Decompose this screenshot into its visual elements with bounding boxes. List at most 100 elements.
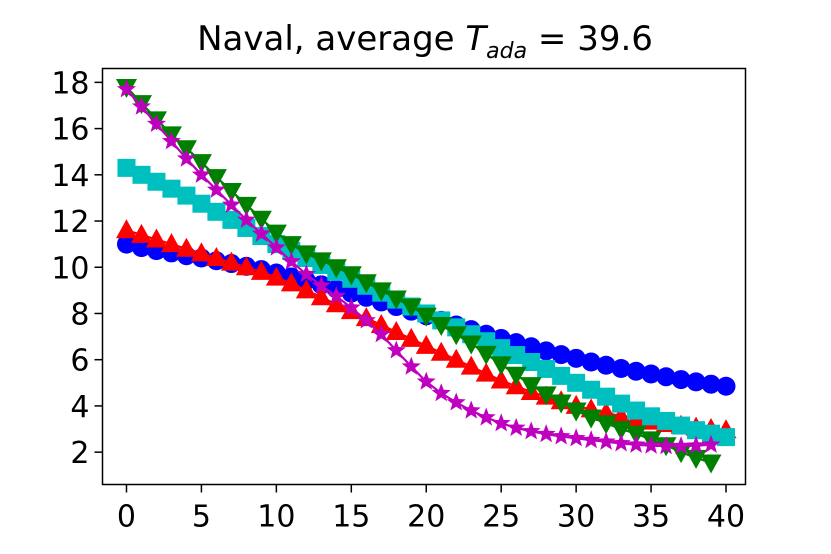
triangle-up-point bbox=[175, 237, 197, 257]
square-point bbox=[222, 210, 241, 229]
triangle-down-point bbox=[430, 317, 452, 337]
triangle-down-point bbox=[265, 224, 287, 244]
triangle-up-point bbox=[160, 233, 182, 253]
star-point bbox=[146, 113, 166, 133]
triangle-down-point bbox=[325, 259, 347, 279]
triangle-up-point bbox=[280, 272, 302, 292]
star-point bbox=[611, 433, 631, 452]
triangle-down-point bbox=[205, 169, 227, 189]
star-point bbox=[116, 79, 136, 98]
square-point bbox=[162, 179, 181, 198]
triangle-up-point bbox=[445, 348, 467, 368]
square-point bbox=[507, 346, 526, 365]
series-triangle-down bbox=[115, 78, 722, 474]
square-point bbox=[177, 186, 196, 205]
y-tick-label: 10 bbox=[51, 251, 89, 286]
square-point bbox=[117, 158, 136, 177]
chart-title: Naval, average Tada = 39.6 bbox=[197, 19, 653, 64]
star-point bbox=[131, 96, 151, 115]
star-point bbox=[686, 435, 706, 454]
square-point bbox=[702, 424, 721, 443]
square-point bbox=[537, 359, 556, 378]
x-tick-label: 25 bbox=[482, 500, 520, 535]
triangle-down-point bbox=[370, 282, 392, 302]
star-point bbox=[476, 407, 496, 426]
x-tick-label: 20 bbox=[407, 500, 445, 535]
triangle-up-point bbox=[490, 369, 512, 389]
square-point bbox=[717, 428, 736, 447]
circle-point bbox=[536, 341, 556, 361]
circle-point bbox=[596, 355, 616, 375]
triangle-down-point bbox=[565, 402, 587, 422]
square-point bbox=[492, 339, 511, 358]
triangle-down-point bbox=[520, 377, 542, 397]
triangle-down-point bbox=[535, 386, 557, 406]
triangle-down-point bbox=[460, 335, 482, 355]
title-subscript: ada bbox=[486, 39, 527, 64]
triangle-up-point bbox=[460, 355, 482, 375]
star-point bbox=[641, 435, 661, 454]
triangle-down-point bbox=[295, 245, 317, 265]
circle-point bbox=[566, 348, 586, 368]
x-axis: 0 5 10 15 20 25 30 35 40 bbox=[117, 484, 745, 535]
star-point bbox=[356, 310, 376, 329]
square-point bbox=[552, 366, 571, 385]
triangle-up-point bbox=[115, 219, 137, 239]
star-point bbox=[581, 430, 601, 449]
star-point bbox=[416, 371, 436, 390]
triangle-up-point bbox=[400, 327, 422, 347]
star-point bbox=[386, 340, 406, 359]
star-point bbox=[251, 223, 271, 242]
circle-point bbox=[656, 367, 676, 387]
star-point bbox=[206, 179, 226, 198]
y-tick-label: 8 bbox=[70, 297, 89, 332]
triangle-up-point bbox=[130, 223, 152, 243]
y-tick-label: 18 bbox=[51, 66, 89, 101]
triangle-down-point bbox=[415, 307, 437, 327]
triangle-up-point bbox=[415, 334, 437, 354]
title-prefix: Naval, average bbox=[197, 19, 465, 59]
square-point bbox=[192, 194, 211, 213]
square-point bbox=[612, 394, 631, 413]
square-point bbox=[627, 401, 646, 420]
square-point bbox=[132, 165, 151, 184]
star-point bbox=[446, 392, 466, 411]
triangle-down-point bbox=[505, 366, 527, 386]
triangle-down-point bbox=[355, 274, 377, 294]
plot-area bbox=[115, 78, 737, 474]
triangle-up-point bbox=[610, 405, 632, 425]
x-tick-label: 40 bbox=[707, 500, 745, 535]
star-point bbox=[191, 164, 211, 183]
star-point bbox=[506, 417, 526, 436]
star-point bbox=[281, 251, 301, 270]
triangle-up-point bbox=[385, 320, 407, 340]
triangle-down-point bbox=[595, 415, 617, 435]
circle-point bbox=[611, 358, 631, 378]
square-point bbox=[687, 421, 706, 440]
triangle-down-point bbox=[445, 326, 467, 346]
star-point bbox=[371, 324, 391, 343]
circle-point bbox=[716, 376, 736, 396]
square-point bbox=[597, 387, 616, 406]
star-point bbox=[461, 400, 481, 419]
circle-point bbox=[521, 337, 541, 357]
triangle-down-point bbox=[580, 409, 602, 429]
star-point bbox=[566, 428, 586, 447]
star-point bbox=[341, 297, 361, 316]
triangle-down-point bbox=[190, 154, 212, 174]
series-line bbox=[125, 88, 712, 448]
circle-point bbox=[686, 372, 706, 392]
triangle-up-point bbox=[475, 362, 497, 382]
triangle-down-point bbox=[280, 236, 302, 256]
star-point bbox=[326, 286, 346, 305]
title-suffix: = 39.6 bbox=[527, 19, 653, 59]
star-point bbox=[401, 356, 421, 375]
square-point bbox=[582, 380, 601, 399]
star-point bbox=[596, 431, 616, 450]
y-tick-label: 4 bbox=[70, 390, 89, 425]
star-point bbox=[311, 275, 331, 294]
star-point bbox=[671, 436, 691, 455]
triangle-up-point bbox=[430, 341, 452, 361]
triangle-down-point bbox=[310, 252, 332, 272]
